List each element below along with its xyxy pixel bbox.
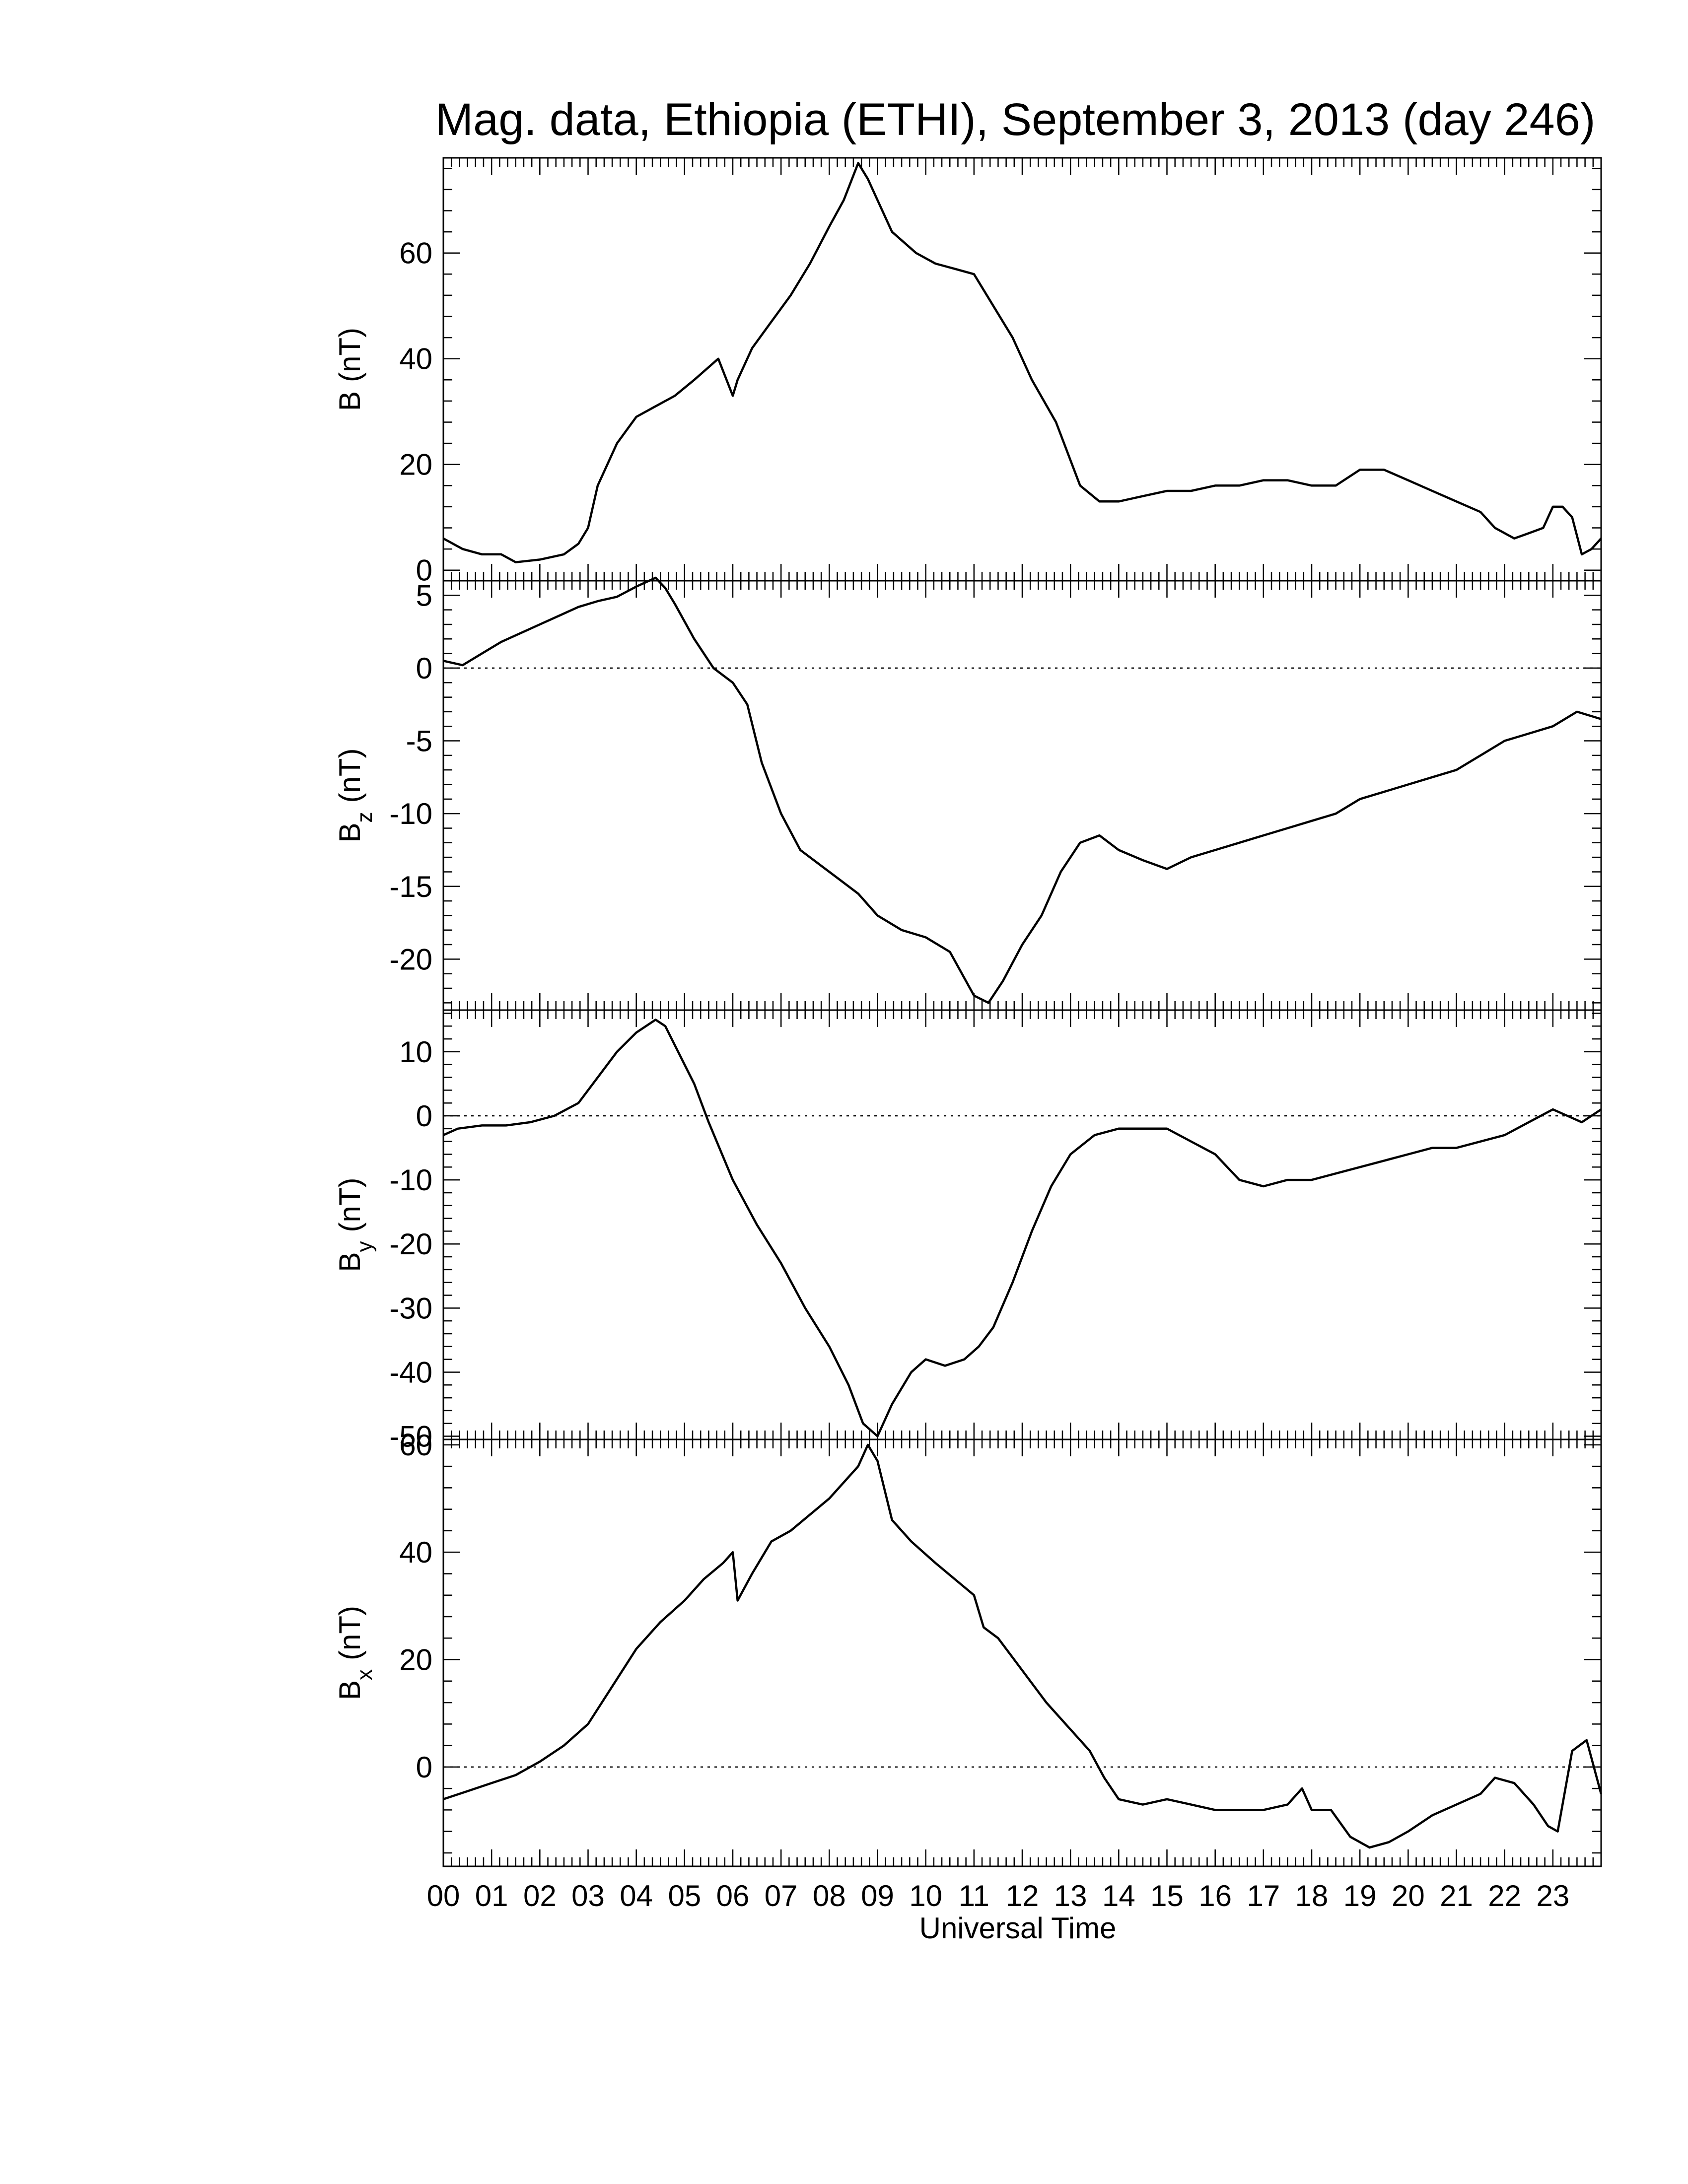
- x-tick-label: 17: [1247, 1879, 1280, 1912]
- series-line-Bx: [443, 1443, 1603, 1849]
- chart-title: Mag. data, Ethiopia (ETHI), September 3,…: [435, 94, 1595, 145]
- x-tick-label: 21: [1440, 1879, 1473, 1912]
- y-ticks: [443, 1013, 1601, 1437]
- panel-frame: [442, 1438, 1602, 1867]
- x-tick-label: 00: [427, 1879, 460, 1912]
- y-tick-label: 5: [416, 579, 432, 612]
- y-axis-label: Bx (nT): [333, 1606, 377, 1700]
- y-tick-label: -50: [389, 1420, 432, 1453]
- y-axis-label-sub: y: [352, 1241, 377, 1252]
- x-tick-label: 15: [1150, 1879, 1184, 1912]
- x-ticks: [442, 158, 1602, 581]
- y-axis-label-main: B: [333, 1252, 366, 1272]
- x-tick-label: 19: [1343, 1879, 1377, 1912]
- panel-By: 10 0 -10 -20 -30 -40 -50 By (nT): [333, 1009, 1602, 1453]
- y-axis-label-unit: (nT): [333, 328, 366, 382]
- x-tick-label: 12: [1006, 1879, 1039, 1912]
- x-tick-label: 09: [861, 1879, 894, 1912]
- y-tick-label: -20: [389, 943, 432, 976]
- y-tick-label: -5: [406, 725, 432, 758]
- y-tick-label: 40: [399, 1536, 432, 1569]
- y-tick-label: -30: [389, 1292, 432, 1325]
- x-tick-label: 16: [1198, 1879, 1232, 1912]
- panel-frame: [442, 1009, 1602, 1440]
- x-tick-label: 04: [620, 1879, 653, 1912]
- x-tick-label: 06: [716, 1879, 750, 1912]
- y-tick-label: -20: [389, 1228, 432, 1261]
- y-axis-label-unit: (nT): [333, 1177, 366, 1232]
- series-line-Bz: [443, 576, 1602, 1004]
- y-axis-label-main: B: [333, 822, 366, 842]
- x-ticks: [442, 1010, 1602, 1439]
- y-tick-label: 20: [399, 448, 432, 481]
- y-axis-label-unit: (nT): [333, 748, 366, 803]
- y-axis-label-main: B: [333, 391, 366, 411]
- series-line-B: [442, 162, 1602, 563]
- y-axis-label: Bz (nT): [333, 748, 377, 842]
- y-tick-label: -15: [389, 870, 432, 903]
- x-ticks: [442, 581, 1602, 1010]
- y-axis-label: B (nT): [333, 328, 366, 411]
- panel-B: 0 20 40 60 B (nT): [333, 157, 1602, 587]
- x-tick-label: 01: [475, 1879, 508, 1912]
- x-tick-label: 20: [1392, 1879, 1425, 1912]
- y-tick-label: -40: [389, 1356, 432, 1389]
- y-tick-label: 20: [399, 1643, 432, 1677]
- panels-group: 0204060B(nT)50-5-10-15-20Bz(nT)100-10-20…: [333, 157, 1603, 1867]
- x-axis-label: Universal Time: [919, 1911, 1117, 1945]
- y-tick-label: 10: [399, 1035, 432, 1069]
- x-tick-label: 08: [813, 1879, 846, 1912]
- y-axis-label-unit: (nT): [333, 1606, 366, 1660]
- x-tick-labels: 00 01 02 03 04 05 06 07 08 09 10 11 12 13 14 15 16 17 18 19…: [427, 1879, 1570, 1912]
- y-ticks: [443, 168, 1601, 571]
- panel-Bx: 0 20 40 60 Bx (nT): [333, 1429, 1603, 1867]
- panel-Bz: 5 0 -5 -10 -15 -20 Bz (nT): [333, 576, 1602, 1011]
- y-axis-label-sub: x: [352, 1669, 377, 1680]
- y-axis-label-sub: z: [352, 812, 377, 822]
- panel-frame: [442, 157, 1602, 582]
- y-axis-label-main: B: [333, 1680, 366, 1700]
- x-tick-label: 02: [523, 1879, 557, 1912]
- x-tick-label: 14: [1102, 1879, 1135, 1912]
- x-tick-label: 05: [668, 1879, 701, 1912]
- y-tick-label: 40: [399, 342, 432, 376]
- x-tick-label: 07: [765, 1879, 798, 1912]
- y-axis-label: By (nT): [333, 1177, 377, 1272]
- y-tick-label: -10: [389, 1163, 432, 1197]
- x-tick-label: 23: [1536, 1879, 1569, 1912]
- x-tick-label: 03: [571, 1879, 605, 1912]
- x-tick-label: 22: [1488, 1879, 1521, 1912]
- y-tick-label: 0: [416, 554, 432, 587]
- y-tick-label: 60: [399, 237, 432, 270]
- x-tick-label: 10: [909, 1879, 942, 1912]
- y-ticks: [443, 580, 1601, 1004]
- x-tick-label: 18: [1295, 1879, 1329, 1912]
- y-ticks: [443, 1444, 1601, 1854]
- y-tick-label: 60: [399, 1429, 432, 1462]
- x-tick-label: 13: [1054, 1879, 1087, 1912]
- y-tick-label: -10: [389, 797, 432, 830]
- y-tick-label: 0: [416, 1751, 432, 1784]
- series-line-By: [443, 1019, 1602, 1437]
- x-ticks: [442, 1439, 1602, 1866]
- x-tick-label: 11: [959, 1879, 989, 1912]
- y-tick-label: 0: [416, 652, 432, 685]
- y-tick-label: 0: [416, 1099, 432, 1133]
